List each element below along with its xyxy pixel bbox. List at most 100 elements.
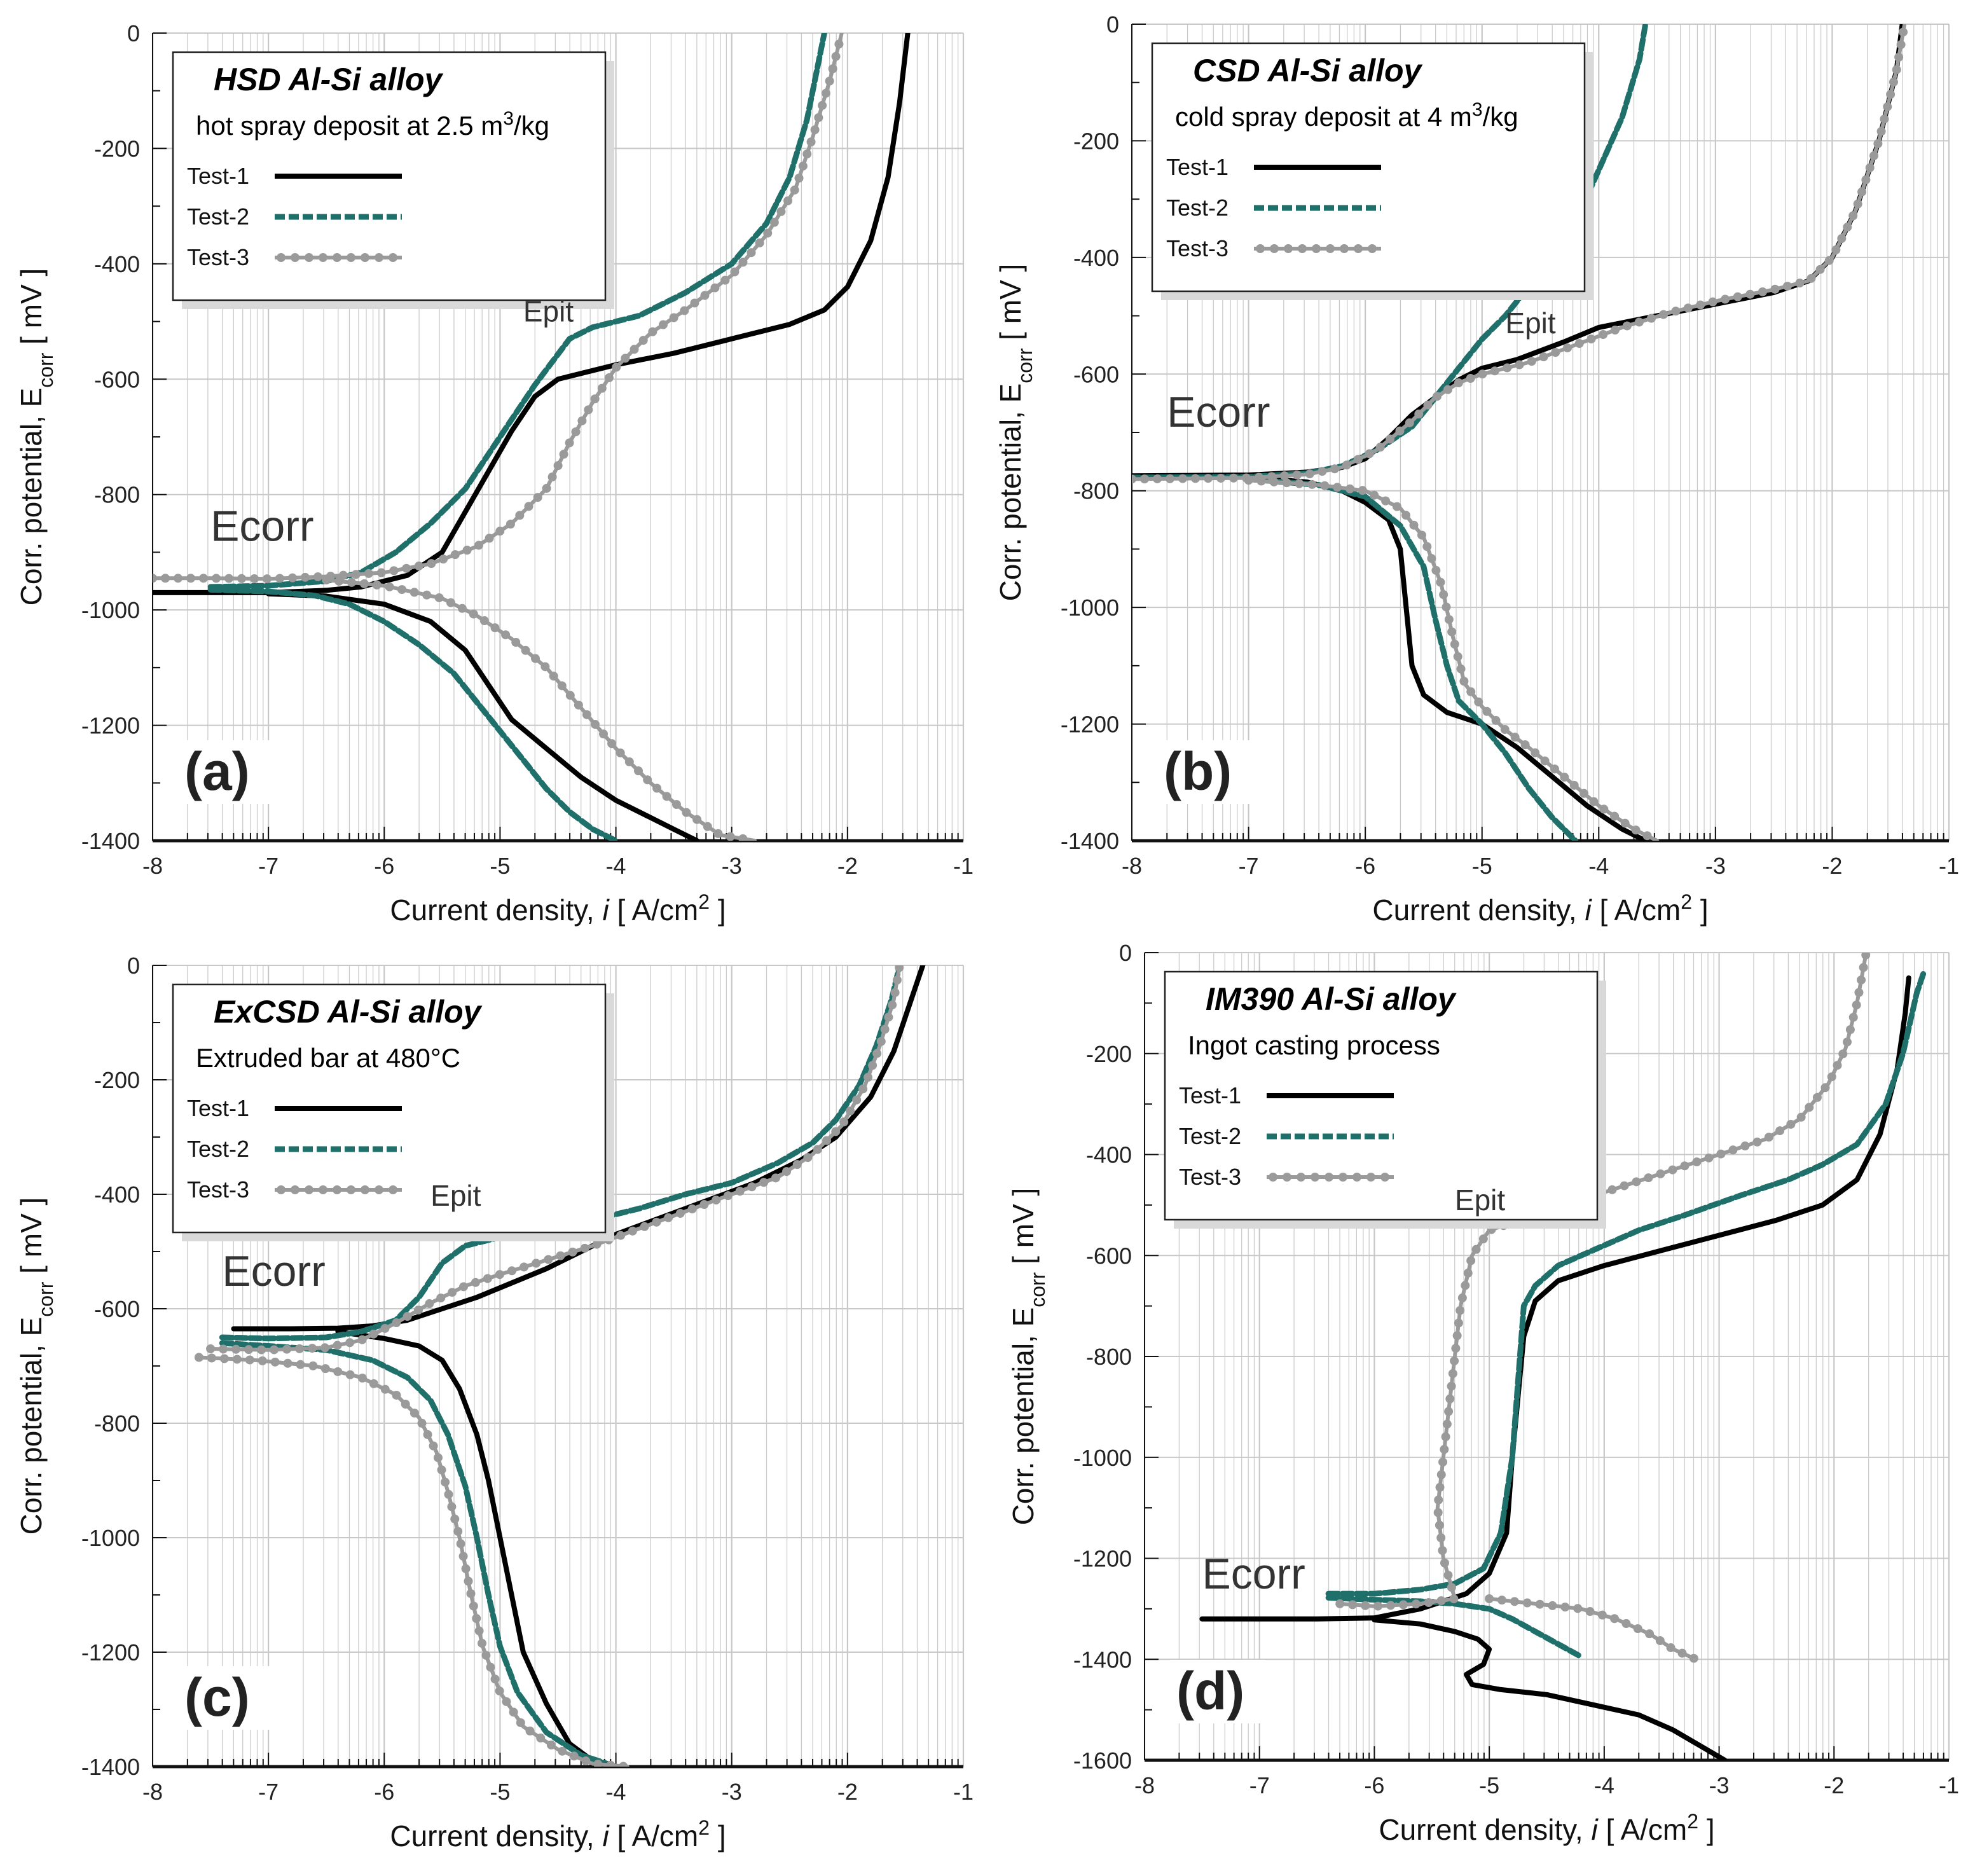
legend-marker [277,1185,286,1194]
series-marker [604,373,614,383]
series-marker [1563,343,1572,353]
series-marker [380,1384,390,1394]
legend-marker [347,1185,355,1194]
series-marker [581,1756,591,1766]
series-marker [1433,1508,1443,1517]
series-marker [1647,314,1656,323]
x-tick-label: -2 [1824,1772,1844,1798]
series-marker [357,1374,367,1383]
series-marker [1434,1495,1443,1505]
legend-entry-label: Test-2 [187,1136,249,1162]
series-marker [1342,460,1351,470]
series-marker [1398,1600,1408,1610]
series-marker [495,527,505,536]
series-marker [295,1344,305,1353]
x-tick-label: -6 [1355,853,1375,879]
chart-panel-4: -8 -7 -6 -5 -4 -3 -2 -1 0 -200 -400 -600 -800 -1000 -1… [1007,940,1959,1846]
series-marker [1427,554,1436,563]
series-marker [1370,490,1379,500]
series-marker [616,1231,626,1240]
series-marker [612,362,621,372]
series-marker [1330,464,1339,474]
series-marker [1843,223,1852,232]
series-marker [490,623,500,633]
series-marker [237,574,246,583]
series-line-test-1 [335,1329,619,1767]
legend-entry-label: Test-2 [1179,1123,1241,1149]
series-marker [1444,1407,1454,1416]
series-marker [1438,1546,1447,1555]
series-marker [1491,715,1501,725]
series-marker [509,1707,518,1717]
series-marker [1454,378,1463,388]
legend-marker [1380,1173,1389,1182]
x-tick-label: -3 [722,853,742,879]
series-group [153,33,911,841]
series-marker [1837,234,1847,244]
series-marker [486,1662,495,1672]
series-marker [194,1353,203,1362]
x-axis-label: Current density, i [ A/cm2 ] [1379,1810,1714,1846]
x-tick-label: -8 [142,1779,163,1805]
series-marker [606,1760,616,1767]
series-marker [590,394,600,404]
series-marker [1848,1012,1858,1022]
y-tick-label: -1200 [81,1639,140,1666]
legend-marker [291,1185,299,1194]
series-marker [232,1355,242,1364]
series-marker [1659,310,1669,319]
panel-label: (a) [184,741,250,801]
x-tick-label: -6 [374,853,394,879]
series-marker [607,739,617,748]
series-marker [1510,733,1520,742]
series-marker [461,1564,471,1573]
series-marker [1621,1619,1631,1629]
series-marker [1607,1185,1617,1194]
series-marker [300,572,310,582]
series-marker [1796,1112,1806,1122]
series-marker [520,1262,529,1272]
series-marker [1503,363,1512,373]
series-marker [1454,1318,1463,1328]
series-marker [495,1686,504,1696]
series-marker [571,427,581,437]
legend-entry-label: Test-2 [187,203,249,230]
y-tick-label: -1400 [1073,1646,1132,1673]
series-marker [1442,1419,1452,1429]
series-marker [1645,1629,1655,1639]
series-marker [643,775,652,785]
legend-marker [1366,1173,1375,1182]
series-marker [546,1741,556,1750]
legend-entry-label: Test-1 [1179,1082,1241,1108]
x-tick-label: -1 [953,853,974,879]
series-marker [669,313,678,322]
series-marker [1782,281,1792,291]
legend-marker [1298,244,1307,253]
series-marker [320,1343,330,1353]
series-marker [1815,265,1825,274]
y-tick-label: -800 [94,482,140,508]
series-marker [502,1697,511,1706]
y-tick-label: -800 [1086,1344,1132,1370]
series-marker [1861,953,1871,960]
legend-marker [1270,244,1279,253]
series-marker [574,700,583,710]
y-tick-label: -200 [1073,128,1119,154]
series-marker [1497,1596,1506,1605]
series-marker [1708,297,1717,307]
series-marker [798,162,808,171]
series-marker [1848,211,1858,221]
series-marker [347,577,357,587]
series-marker [738,834,748,841]
legend-entry-label: Test-3 [187,244,249,270]
series-marker [1899,27,1908,37]
series-marker [687,1204,697,1214]
legend-marker [1269,1173,1277,1182]
series-marker [1634,317,1644,327]
x-tick-label: -6 [1364,1772,1384,1798]
series-marker [1152,474,1162,483]
series-marker [1827,1072,1836,1082]
series-marker [1820,1083,1830,1093]
series-marker [1228,473,1238,483]
legend-marker [1338,1173,1347,1182]
